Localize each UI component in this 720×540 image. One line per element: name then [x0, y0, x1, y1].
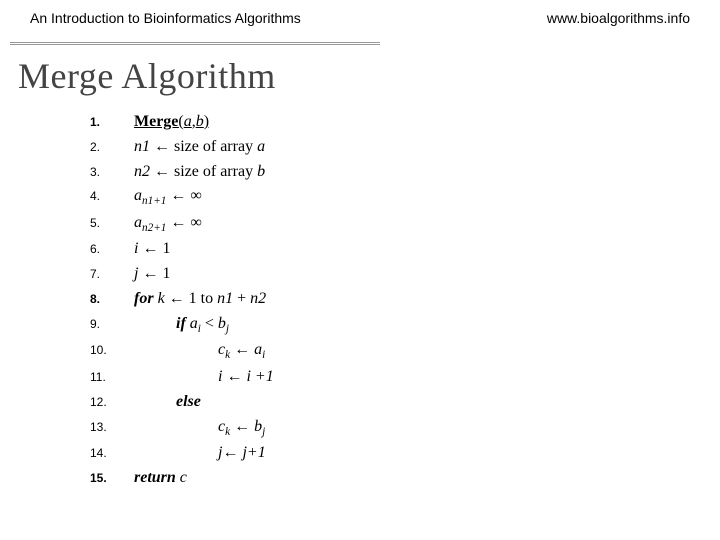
header-right: www.bioalgorithms.info	[547, 10, 690, 26]
line-code: n2 ← size of array b	[134, 160, 265, 185]
line-code: an2+1 ← ∞	[134, 211, 202, 238]
line-number: 15.	[90, 469, 134, 488]
algo-line: 12. else	[90, 390, 274, 415]
line-code: for k ← 1 to n1 + n2	[134, 287, 266, 312]
line-number: 13.	[90, 418, 134, 437]
line-number: 4.	[90, 187, 134, 206]
algo-line: 6. i ← 1	[90, 237, 274, 262]
line-code: i ← 1	[134, 237, 170, 262]
line-number: 11.	[90, 368, 134, 387]
line-code: an1+1 ← ∞	[134, 184, 202, 211]
algo-line: 3. n2 ← size of array b	[90, 160, 274, 185]
header-rule	[10, 42, 380, 45]
algo-line: 1. Merge(a,b)	[90, 110, 274, 135]
line-number: 3.	[90, 163, 134, 182]
algo-line: 14. j← j+1	[90, 441, 274, 466]
algo-line: 4. an1+1 ← ∞	[90, 184, 274, 211]
line-code: j ← 1	[134, 262, 170, 287]
algo-line: 5. an2+1 ← ∞	[90, 211, 274, 238]
line-number: 10.	[90, 341, 134, 360]
line-code: if ai < bj	[134, 312, 229, 339]
line-number: 1.	[90, 113, 134, 132]
algo-line: 15. return c	[90, 466, 274, 491]
line-number: 2.	[90, 138, 134, 157]
algorithm-block: 1. Merge(a,b) 2. n1 ← size of array a 3.…	[90, 110, 274, 491]
line-number: 5.	[90, 214, 134, 233]
algo-line: 8. for k ← 1 to n1 + n2	[90, 287, 274, 312]
header-left: An Introduction to Bioinformatics Algori…	[30, 10, 301, 26]
line-number: 9.	[90, 315, 134, 334]
line-code: j← j+1	[134, 441, 266, 466]
line-number: 7.	[90, 265, 134, 284]
algo-line: 10. ck ← ai	[90, 338, 274, 365]
slide-title: Merge Algorithm	[18, 55, 276, 97]
line-number: 8.	[90, 290, 134, 309]
algo-line: 13. ck ← bj	[90, 415, 274, 442]
algo-line: 9. if ai < bj	[90, 312, 274, 339]
algo-line: 2. n1 ← size of array a	[90, 135, 274, 160]
algo-line: 7. j ← 1	[90, 262, 274, 287]
line-code: ck ← bj	[134, 415, 265, 442]
line-code: i ← i +1	[134, 365, 274, 390]
line-code: Merge(a,b)	[134, 110, 209, 135]
algo-line: 11. i ← i +1	[90, 365, 274, 390]
line-number: 12.	[90, 393, 134, 412]
line-number: 6.	[90, 240, 134, 259]
line-code: else	[134, 390, 201, 415]
line-number: 14.	[90, 444, 134, 463]
line-code: ck ← ai	[134, 338, 265, 365]
line-code: return c	[134, 466, 187, 491]
line-code: n1 ← size of array a	[134, 135, 265, 160]
